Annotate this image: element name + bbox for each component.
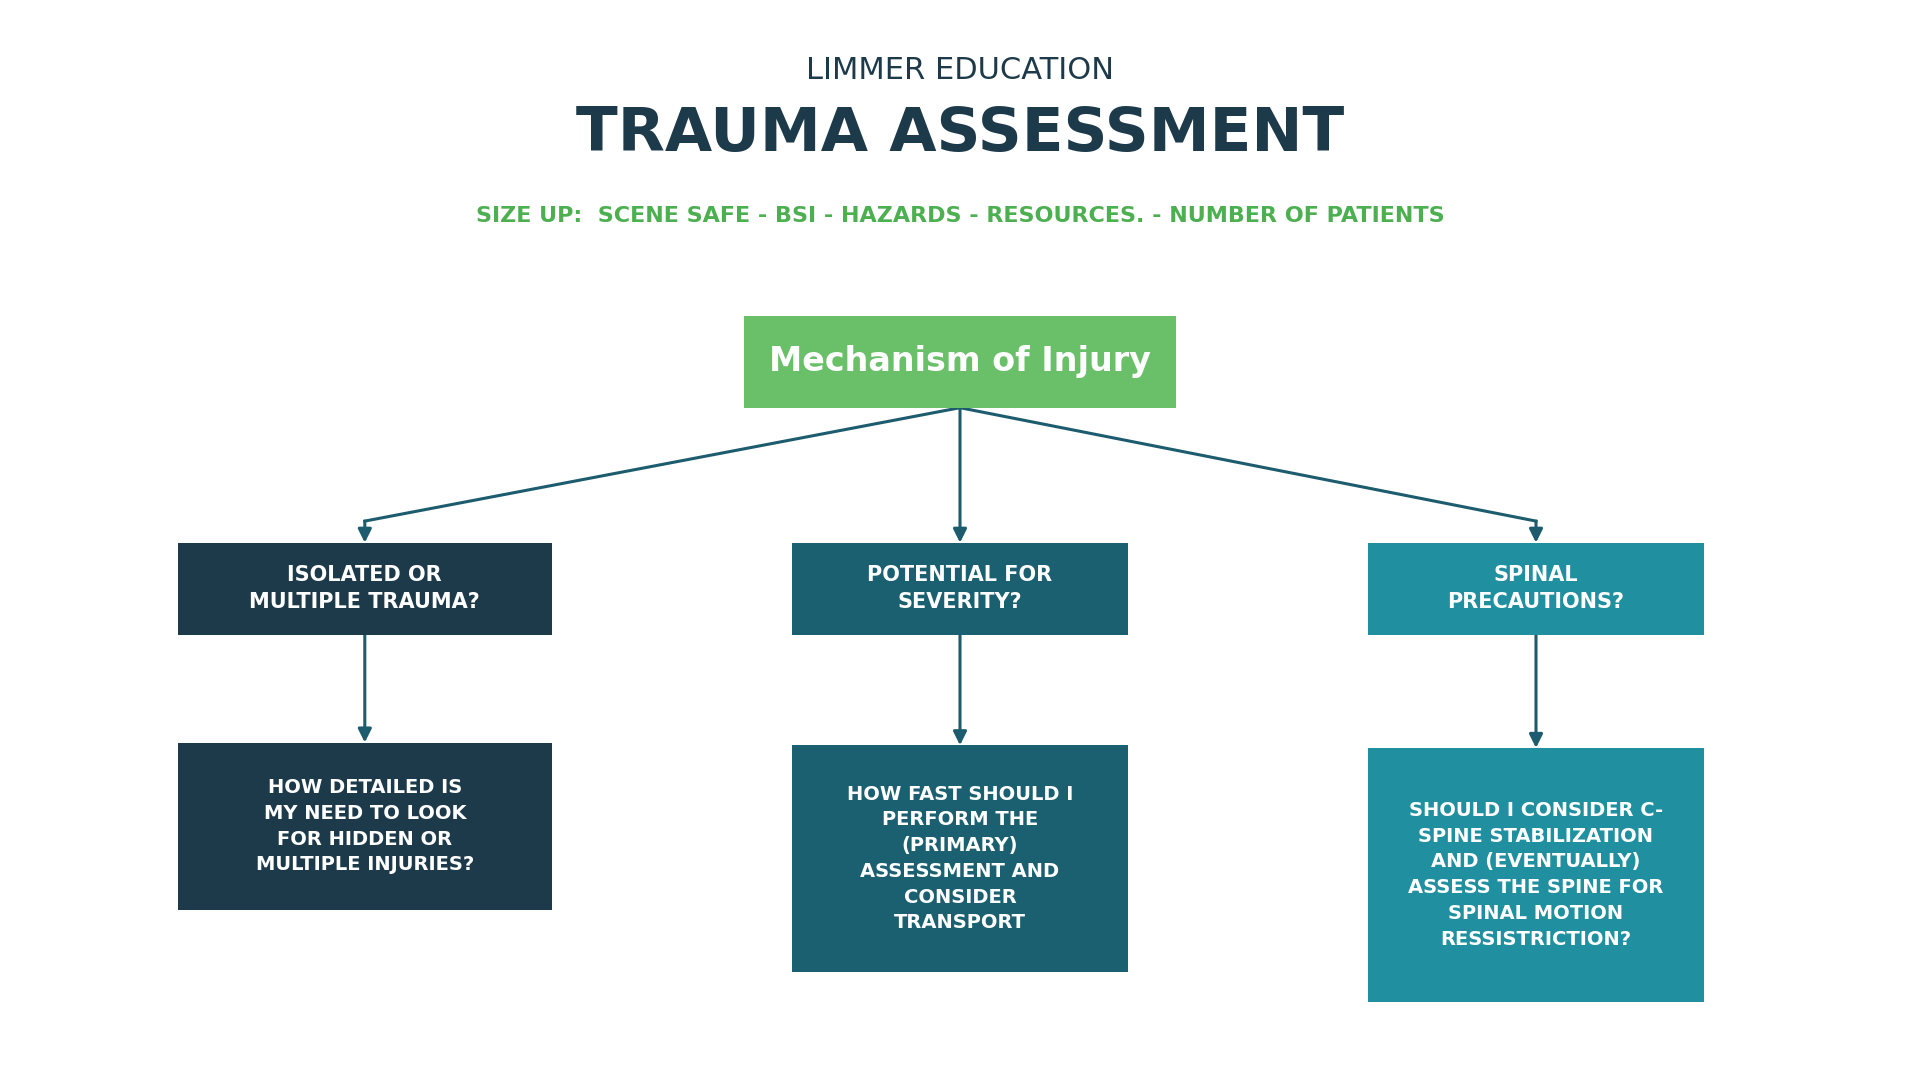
Text: SPINAL
PRECAUTIONS?: SPINAL PRECAUTIONS? xyxy=(1448,565,1624,612)
FancyBboxPatch shape xyxy=(791,542,1127,634)
Text: Mechanism of Injury: Mechanism of Injury xyxy=(770,346,1150,378)
FancyBboxPatch shape xyxy=(1367,542,1705,634)
Text: LIMMER EDUCATION: LIMMER EDUCATION xyxy=(806,56,1114,84)
FancyBboxPatch shape xyxy=(791,745,1127,972)
Text: TRAUMA ASSESSMENT: TRAUMA ASSESSMENT xyxy=(576,106,1344,164)
Text: SIZE UP:  SCENE SAFE - BSI - HAZARDS - RESOURCES. - NUMBER OF PATIENTS: SIZE UP: SCENE SAFE - BSI - HAZARDS - RE… xyxy=(476,206,1444,226)
FancyBboxPatch shape xyxy=(177,743,553,909)
Text: POTENTIAL FOR
SEVERITY?: POTENTIAL FOR SEVERITY? xyxy=(868,565,1052,612)
FancyBboxPatch shape xyxy=(1367,747,1705,1002)
Text: SHOULD I CONSIDER C-
SPINE STABILIZATION
AND (EVENTUALLY)
ASSESS THE SPINE FOR
S: SHOULD I CONSIDER C- SPINE STABILIZATION… xyxy=(1407,801,1665,948)
FancyBboxPatch shape xyxy=(177,542,553,634)
Text: HOW DETAILED IS
MY NEED TO LOOK
FOR HIDDEN OR
MULTIPLE INJURIES?: HOW DETAILED IS MY NEED TO LOOK FOR HIDD… xyxy=(255,778,474,875)
Text: HOW FAST SHOULD I
PERFORM THE
(PRIMARY)
ASSESSMENT AND
CONSIDER
TRANSPORT: HOW FAST SHOULD I PERFORM THE (PRIMARY) … xyxy=(847,785,1073,932)
FancyBboxPatch shape xyxy=(745,315,1175,407)
Text: ISOLATED OR
MULTIPLE TRAUMA?: ISOLATED OR MULTIPLE TRAUMA? xyxy=(250,565,480,612)
